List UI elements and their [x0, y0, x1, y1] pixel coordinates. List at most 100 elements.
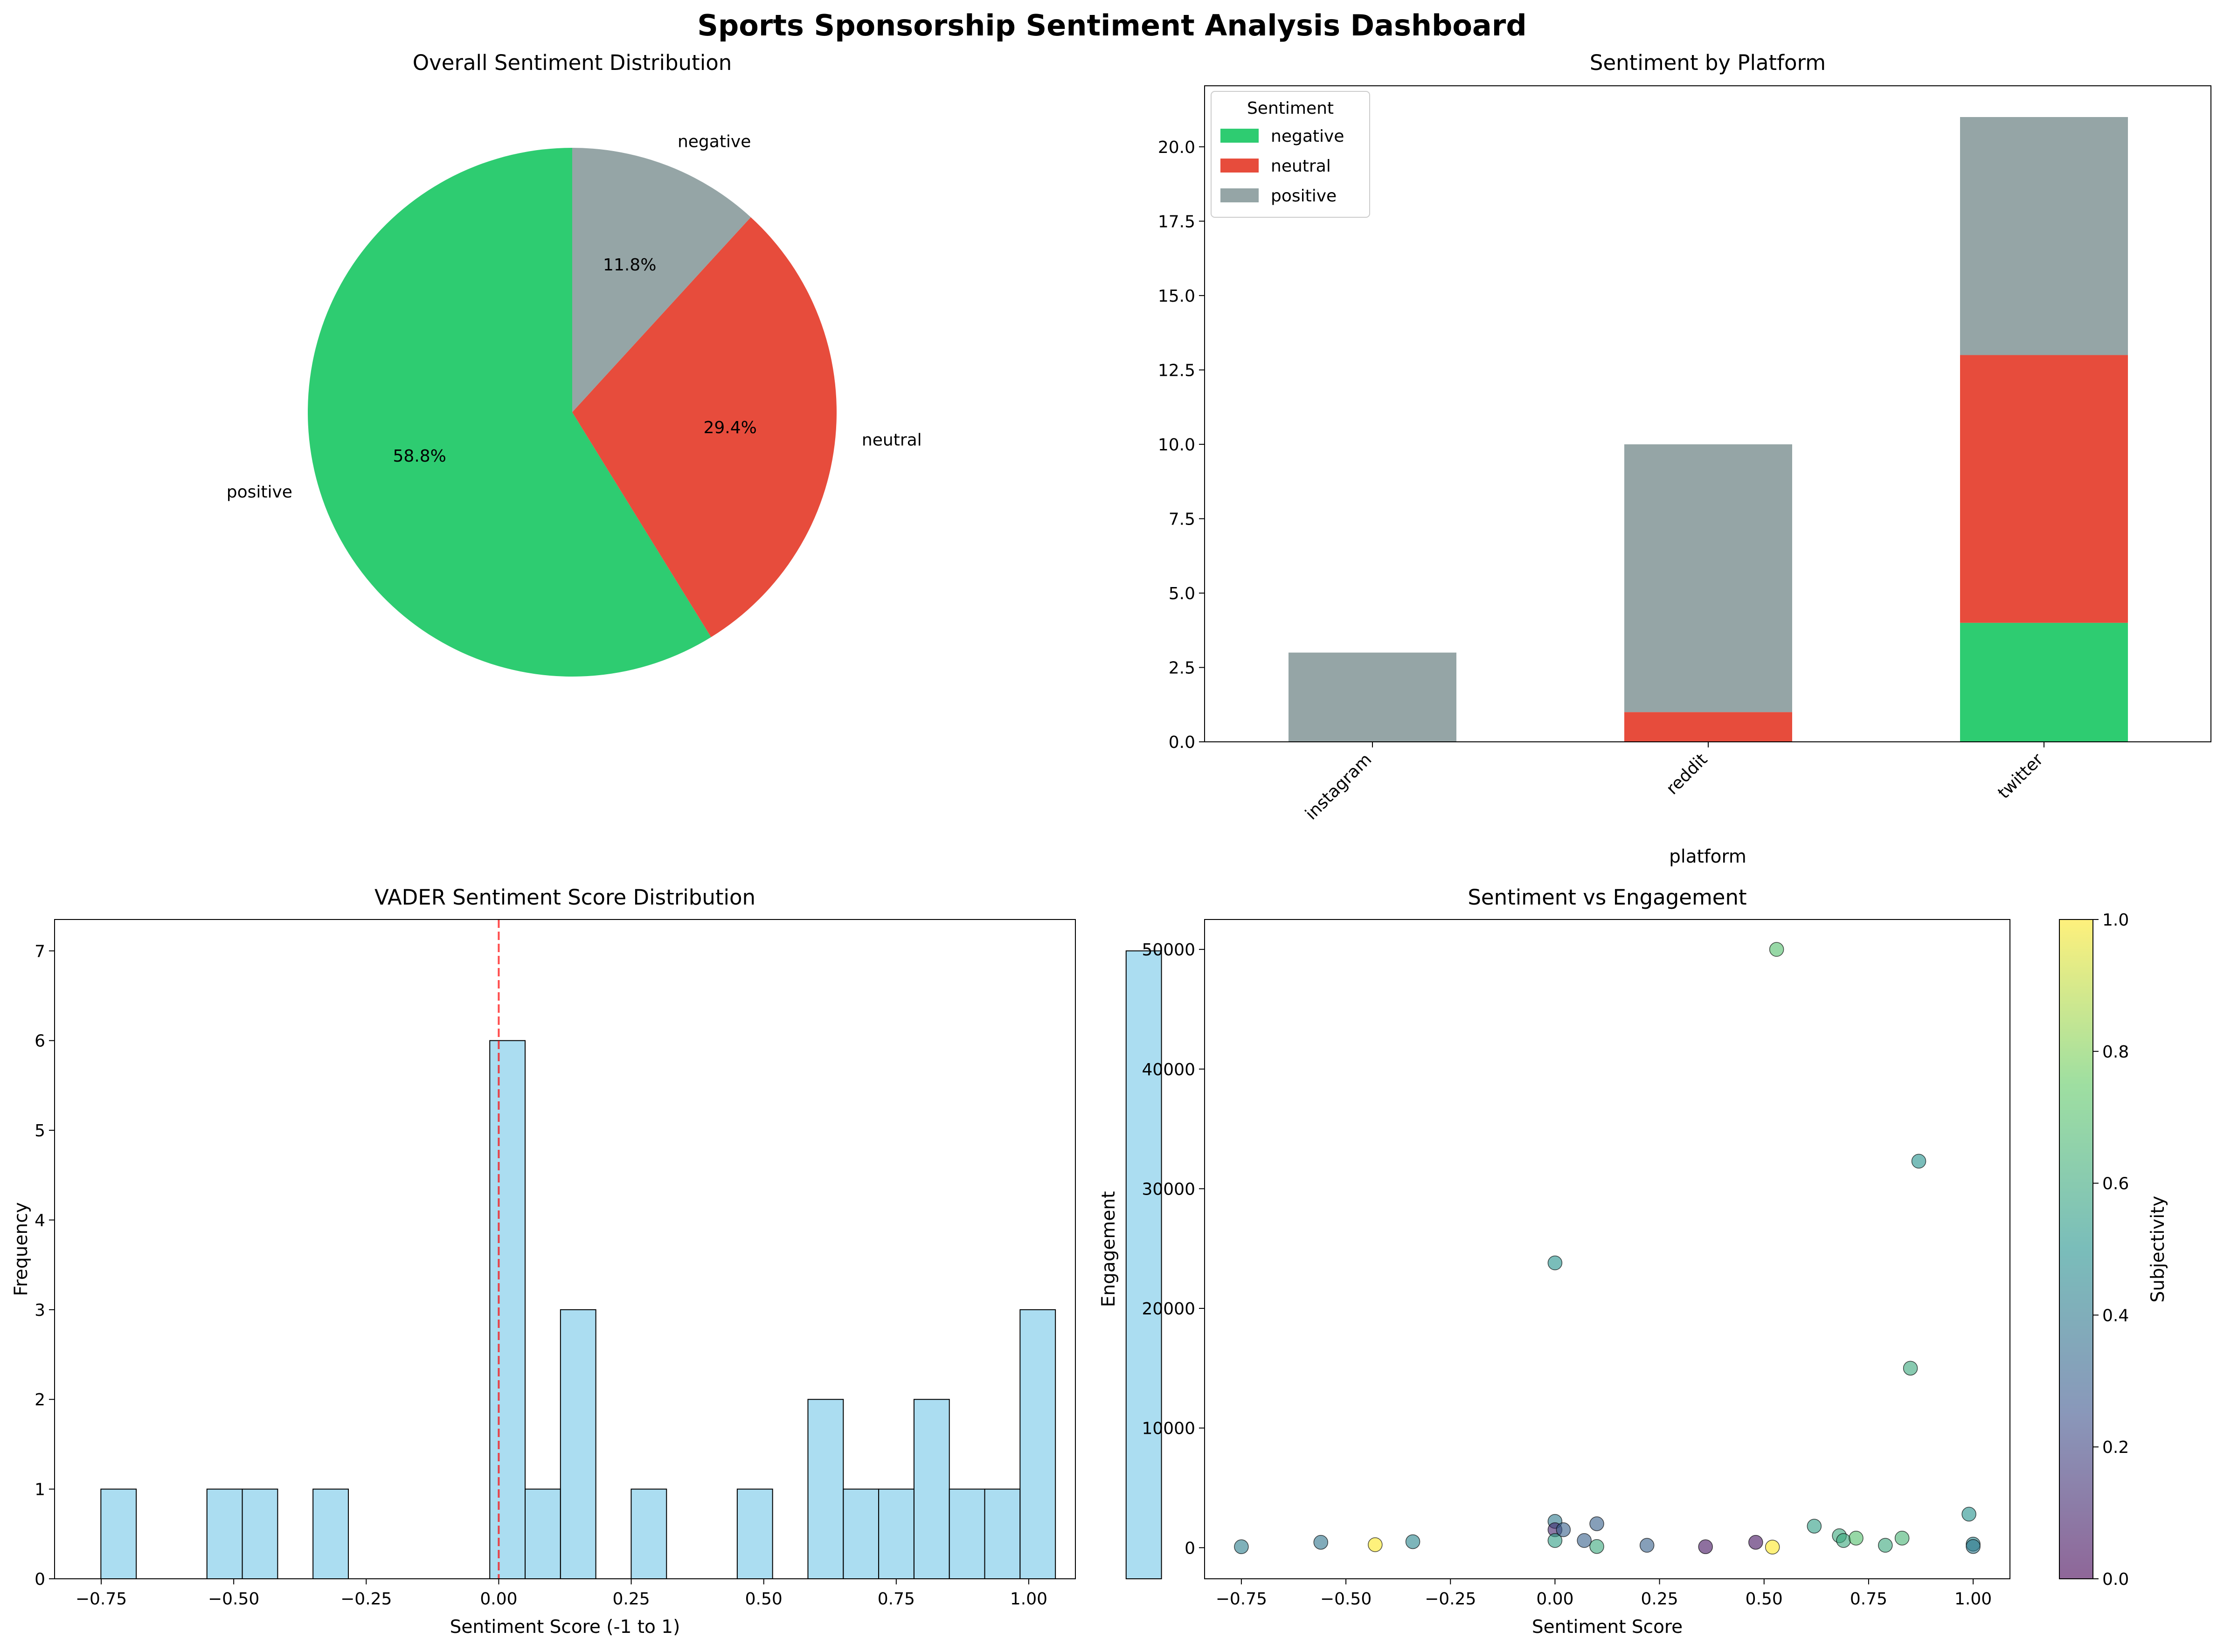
scatter-point [1589, 1516, 1604, 1531]
hist-xtick-label: −0.50 [208, 1590, 259, 1609]
scatter-xtick-label: −0.50 [1320, 1590, 1372, 1609]
colorbar-tick-label: 0.6 [2102, 1175, 2129, 1194]
scatter-point [1639, 1538, 1655, 1553]
hist-xtick-label: −0.75 [76, 1590, 127, 1609]
scatter-ytick-label: 20000 [1142, 1299, 1195, 1319]
hist-bar [984, 1488, 1021, 1580]
histogram-panel: VADER Sentiment Score Distribution −0.75 −… [11, 885, 1162, 1638]
hist-bar [949, 1488, 985, 1580]
hist-xtick-label: 1.00 [1010, 1590, 1047, 1609]
scatter-point [1405, 1534, 1420, 1549]
pie-label-negative: negative [678, 132, 751, 152]
colorbar-tick-label: 0.8 [2102, 1043, 2129, 1062]
bar-title: Sentiment by Platform [1590, 50, 1826, 75]
scatter-point [1577, 1533, 1592, 1548]
scatter-point [1748, 1534, 1763, 1550]
pie-label-positive: positive [227, 483, 292, 502]
hist-ytick-label: 5 [35, 1121, 45, 1141]
bar-twitter-positive [1960, 117, 2128, 355]
hist-ytick-label: 6 [35, 1032, 45, 1051]
bar-frame [1204, 85, 2211, 742]
pie-slice-neutral [572, 217, 837, 637]
bar-reddit-neutral [1624, 712, 1792, 742]
scatter-point [1313, 1534, 1329, 1550]
scatter-panel: Sentiment vs Engagement −0.75 −0.50 −0.25 0.… [1098, 885, 2169, 1638]
hist-bar [560, 1309, 596, 1580]
hist-xlabel: Sentiment Score (-1 to 1) [450, 1617, 680, 1638]
scatter-point [1765, 1540, 1780, 1555]
scatter-point [1961, 1507, 1976, 1522]
bar-reddit-positive [1624, 444, 1792, 712]
scatter-ytick-label: 40000 [1142, 1060, 1195, 1079]
scatter-point [1556, 1522, 1571, 1537]
hist-ytick-label: 2 [35, 1390, 45, 1410]
bar-twitter-neutral [1960, 355, 2128, 623]
pie-label-neutral: neutral [862, 431, 922, 450]
hist-xtick-label: 0.00 [480, 1590, 517, 1609]
hist-bar [630, 1488, 667, 1580]
scatter-frame [1204, 919, 2010, 1579]
scatter-point [1547, 1533, 1563, 1548]
hist-bar [843, 1488, 880, 1580]
bar-ytick-label: 0.0 [1169, 733, 1195, 752]
scatter-point [1903, 1361, 1918, 1376]
bar-xlabel: platform [1669, 846, 1746, 867]
hist-bar [878, 1488, 915, 1580]
scatter-point [1368, 1537, 1383, 1552]
scatter-point [1966, 1539, 1981, 1554]
scatter-point [1836, 1533, 1851, 1548]
scatter-xtick-label: 0.00 [1536, 1590, 1573, 1609]
scatter-point [1878, 1538, 1893, 1553]
scatter-xtick-label: 0.50 [1746, 1590, 1783, 1609]
dashboard-title: Sports Sponsorship Sentiment Analysis Da… [697, 8, 1527, 42]
hist-ytick-label: 1 [35, 1480, 45, 1500]
bar-ytick-label: 10.0 [1158, 435, 1195, 455]
bar-ytick-label: 15.0 [1158, 287, 1195, 306]
bar-legend-title: Sentiment [1247, 99, 1334, 118]
bar-twitter-negative [1960, 622, 2128, 742]
hist-ytick-label: 0 [35, 1570, 45, 1589]
hist-bar [100, 1488, 137, 1580]
scatter-point [1849, 1530, 1864, 1546]
scatter-ytick-label: 10000 [1142, 1419, 1195, 1438]
bar-legend-swatch-negative [1220, 129, 1259, 143]
pie-pct-positive: 58.8% [393, 447, 446, 466]
hist-title: VADER Sentiment Score Distribution [374, 885, 755, 910]
bar-xtick-label-twitter: twitter [1994, 750, 2047, 802]
pie-slice-positive [307, 148, 711, 677]
scatter-xtick-label: −0.75 [1216, 1590, 1267, 1609]
scatter-xtick-label: 0.75 [1850, 1590, 1887, 1609]
hist-xtick-label: 0.50 [745, 1590, 783, 1609]
bar-legend-swatch-positive [1220, 188, 1259, 202]
bar-legend-swatch-neutral [1220, 159, 1259, 173]
hist-bar [736, 1488, 773, 1580]
scatter-ylabel: Engagement [1098, 1191, 1119, 1307]
bar-legend-label-negative: negative [1271, 127, 1344, 146]
bar-xtick-label-reddit: reddit [1663, 750, 1711, 798]
scatter-point [1894, 1530, 1910, 1546]
hist-bar [913, 1399, 950, 1579]
scatter-xtick-label: 1.00 [1954, 1590, 1992, 1609]
bar-ytick-label: 12.5 [1158, 361, 1195, 380]
colorbar-tick-label: 0.0 [2102, 1570, 2129, 1589]
stacked-bar-panel: Sentiment by Platform 0.0 2.5 5.0 7.5 10.0 12.… [1158, 50, 2211, 867]
scatter-point [1234, 1539, 1249, 1554]
scatter-title: Sentiment vs Engagement [1468, 885, 1746, 910]
pie-title: Overall Sentiment Distribution [413, 50, 732, 75]
scatter-ytick-label: 50000 [1142, 940, 1195, 960]
hist-bar [1125, 950, 1162, 1579]
hist-bar [807, 1399, 844, 1579]
pie-chart-panel: Overall Sentiment Distribution positive 58… [227, 50, 922, 677]
scatter-ytick-label: 0 [1185, 1539, 1195, 1558]
hist-bar [489, 1040, 526, 1580]
hist-ytick-label: 4 [35, 1211, 45, 1230]
hist-xtick-label: 0.25 [612, 1590, 650, 1609]
hist-frame [54, 919, 1076, 1579]
bar-instagram-positive [1289, 652, 1456, 742]
colorbar-tick-label: 1.0 [2102, 911, 2129, 930]
hist-ytick-label: 3 [35, 1301, 45, 1320]
colorbar-tick-label: 0.4 [2102, 1306, 2129, 1325]
hist-xtick-label: 0.75 [878, 1590, 915, 1609]
colorbar-tick-label: 0.2 [2102, 1438, 2129, 1457]
